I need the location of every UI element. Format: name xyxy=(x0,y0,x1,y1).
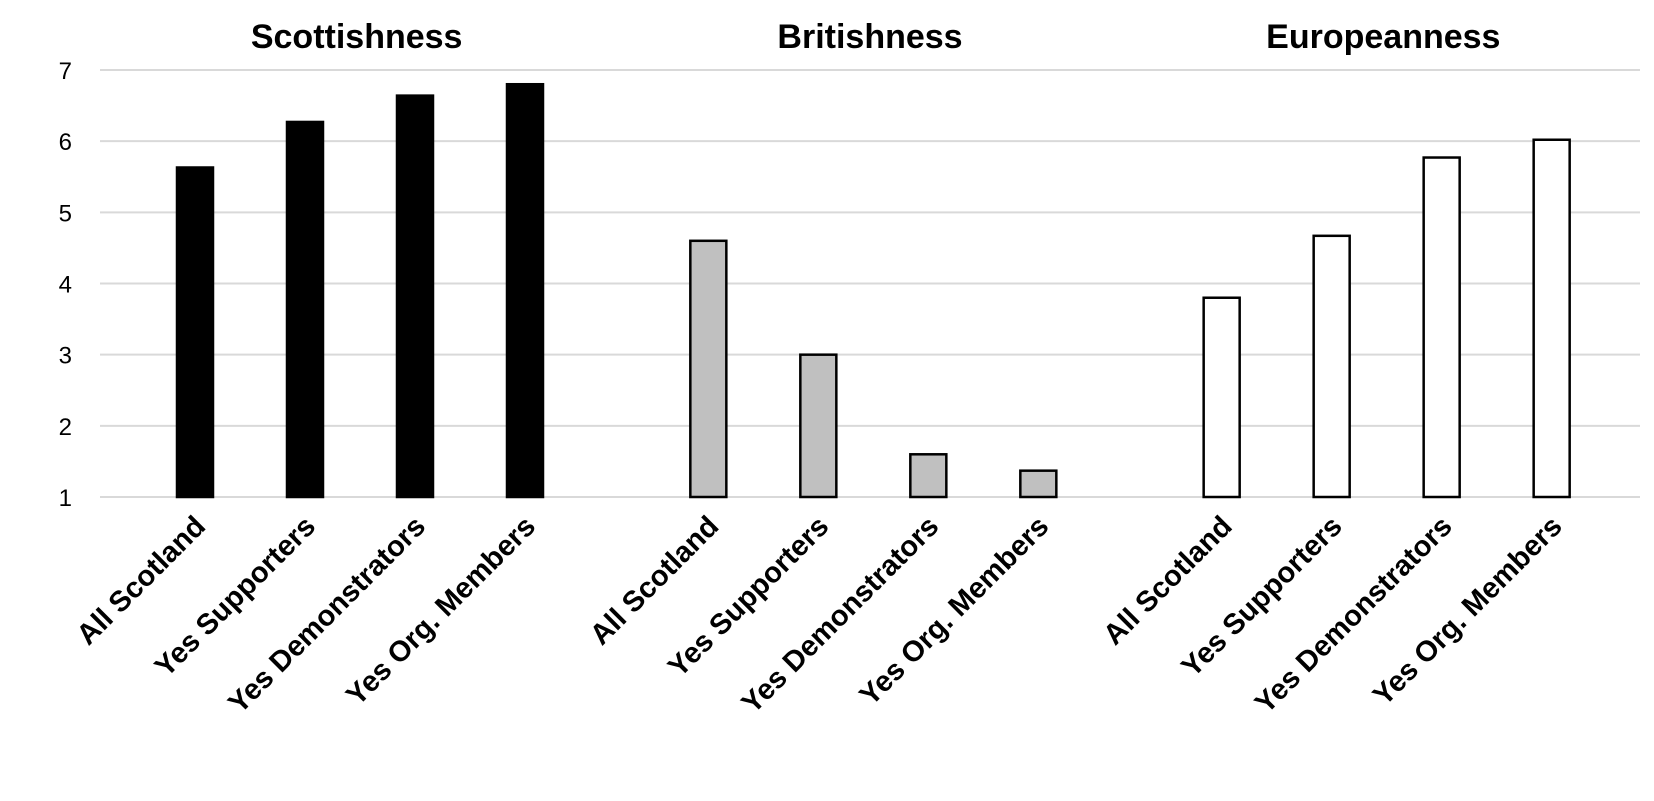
x-tick-label: Yes Demonstrators xyxy=(736,510,946,720)
bar xyxy=(799,353,838,499)
y-tick-label: 6 xyxy=(59,129,72,156)
panel-titles: Scottishness Britishness Europeanness xyxy=(251,18,1501,56)
bars xyxy=(175,82,1571,499)
bar xyxy=(1422,156,1461,499)
y-tick-label: 1 xyxy=(59,485,72,512)
panel-title: Scottishness xyxy=(251,18,463,56)
x-tick-label: Yes Org. Members xyxy=(340,510,542,712)
y-axis-ticks: 1 2 3 4 5 6 7 xyxy=(59,58,72,512)
y-tick-label: 5 xyxy=(59,200,72,227)
bar xyxy=(1312,234,1351,499)
bar xyxy=(505,82,545,499)
bar xyxy=(1019,469,1058,499)
bar xyxy=(909,453,948,499)
bar xyxy=(689,239,728,499)
bar xyxy=(395,94,435,499)
gridlines xyxy=(100,69,1640,498)
x-tick-label: Yes Demonstrators xyxy=(222,510,432,720)
x-tick-label: Yes Org. Members xyxy=(854,510,1056,712)
x-tick-label: Yes Org. Members xyxy=(1367,510,1569,712)
bar xyxy=(175,166,215,499)
y-tick-label: 7 xyxy=(59,58,72,85)
y-tick-label: 4 xyxy=(59,272,72,299)
bar xyxy=(285,120,325,499)
y-tick-label: 3 xyxy=(59,343,72,370)
bar xyxy=(1202,296,1241,499)
panel-title: Britishness xyxy=(777,18,962,56)
y-tick-label: 2 xyxy=(59,414,72,441)
panel-title: Europeanness xyxy=(1266,18,1500,56)
x-tick-label: Yes Demonstrators xyxy=(1249,510,1459,720)
bar xyxy=(1532,138,1571,499)
